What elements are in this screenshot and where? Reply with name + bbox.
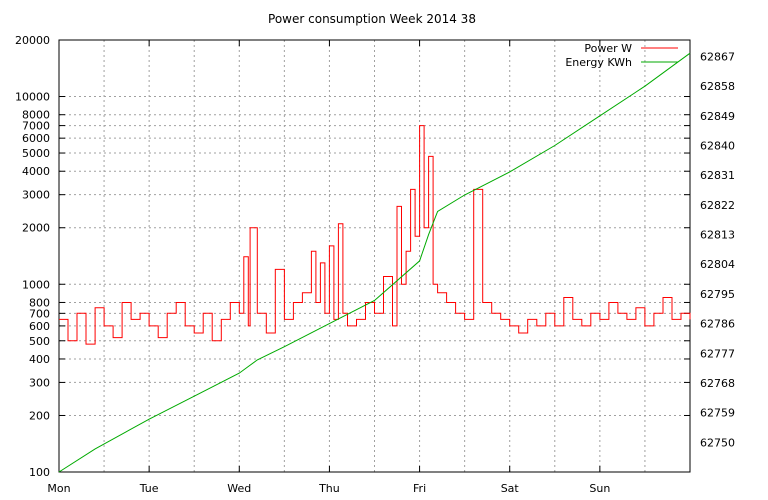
y-tick-label: 2000 [22, 222, 50, 235]
y-tick-label: 10000 [15, 91, 50, 104]
y2-tick-label: 62768 [700, 377, 735, 390]
series-energy-line [58, 52, 691, 473]
y2-tick-label: 62867 [700, 50, 735, 63]
x-tick-label: Sun [589, 482, 610, 495]
y-tick-label: 300 [29, 376, 50, 389]
legend-label: Energy KWh [565, 56, 632, 69]
y-tick-label: 400 [29, 353, 50, 366]
y2-tick-label: 62813 [700, 229, 735, 242]
chart-title: Power consumption Week 2014 38 [268, 12, 476, 26]
y-tick-label: 7000 [22, 120, 50, 133]
x-tick-label: Sat [501, 482, 520, 495]
x-tick-label: Tue [139, 482, 159, 495]
series-layer [58, 52, 691, 473]
y-tick-label: 700 [29, 307, 50, 320]
y-tick-label: 6000 [22, 132, 50, 145]
y-tick-label: 200 [29, 409, 50, 422]
y2-tick-label: 62840 [700, 140, 735, 153]
y2-tick-label: 62786 [700, 318, 735, 331]
y-tick-label: 500 [29, 335, 50, 348]
x-tick-label: Mon [47, 482, 70, 495]
y2-tick-label: 62795 [700, 288, 735, 301]
y2-tick-label: 62750 [700, 436, 735, 449]
x-tick-label: Fri [413, 482, 426, 495]
y-tick-label: 5000 [22, 147, 50, 160]
y-tick-label: 4000 [22, 165, 50, 178]
y2-tick-label: 62759 [700, 407, 735, 420]
series-power-line [59, 125, 691, 345]
y2-tick-label: 62777 [700, 347, 735, 360]
y-tick-label: 600 [29, 320, 50, 333]
grid-lines [59, 40, 690, 472]
y-tick-label: 800 [29, 296, 50, 309]
x-tick-label: Thu [318, 482, 340, 495]
y2-tick-label: 62858 [700, 80, 735, 93]
y-tick-label: 8000 [22, 109, 50, 122]
y-tick-label: 100 [29, 466, 50, 479]
y2-tick-label: 62804 [700, 258, 735, 271]
y-tick-label: 3000 [22, 189, 50, 202]
y-tick-label: 1000 [22, 278, 50, 291]
legend-label: Power W [584, 42, 632, 55]
y2-tick-label: 62831 [700, 169, 735, 182]
x-tick-label: Wed [227, 482, 251, 495]
y2-tick-label: 62822 [700, 199, 735, 212]
y2-tick-label: 62849 [700, 110, 735, 123]
y-tick-label: 20000 [15, 34, 50, 47]
plot-border [58, 39, 691, 473]
